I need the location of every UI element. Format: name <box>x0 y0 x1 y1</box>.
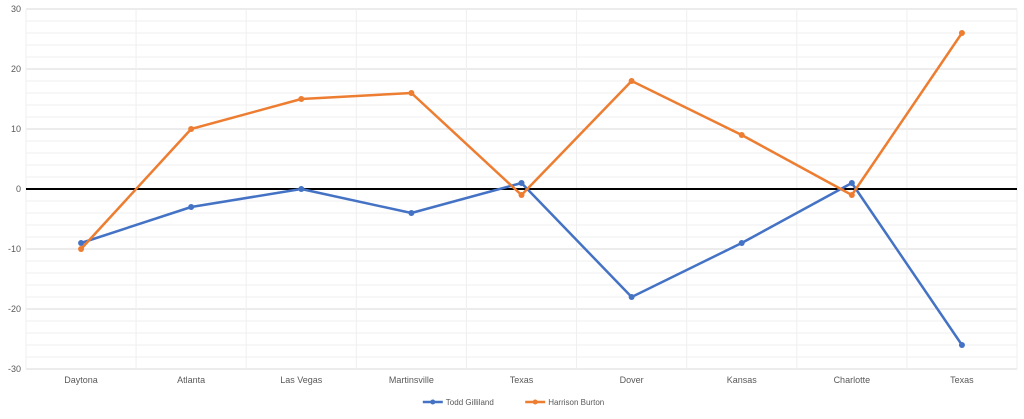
legend-swatch-marker <box>430 399 436 405</box>
legend: Todd Gilliland Harrison Burton <box>422 398 604 407</box>
x-axis-tick-labels: Daytona Atlanta Las Vegas Martinsville Texas… <box>64 375 974 385</box>
data-point <box>408 90 415 96</box>
x-tick-label: Martinsville <box>389 375 434 385</box>
data-point <box>958 30 965 36</box>
grid-lines <box>25 8 1018 370</box>
y-tick-label: -10 <box>8 244 21 254</box>
x-tick-label: Las Vegas <box>280 375 323 385</box>
legend-label: Harrison Burton <box>548 398 604 407</box>
data-point <box>518 180 525 186</box>
x-tick-label: Texas <box>510 375 534 385</box>
legend-item: Todd Gilliland <box>422 398 494 407</box>
legend-label: Todd Gilliland <box>446 398 494 407</box>
data-point <box>738 132 745 138</box>
data-point <box>188 204 195 210</box>
x-tick-label: Texas <box>950 375 974 385</box>
x-tick-label: Atlanta <box>177 375 205 385</box>
data-point <box>518 192 525 198</box>
data-point <box>848 180 855 186</box>
series-group <box>78 30 965 348</box>
y-tick-label: 10 <box>11 124 21 134</box>
data-point <box>298 96 305 102</box>
y-tick-label: -20 <box>8 304 21 314</box>
y-tick-label: 30 <box>11 4 21 14</box>
data-point <box>628 78 635 84</box>
legend-swatch-marker <box>532 399 538 405</box>
series-1 <box>78 30 965 252</box>
data-point <box>78 240 85 246</box>
data-point <box>188 126 195 132</box>
x-tick-label: Charlotte <box>834 375 871 385</box>
data-point <box>298 186 305 192</box>
y-tick-label: -30 <box>8 364 21 374</box>
x-tick-label: Dover <box>620 375 644 385</box>
data-point <box>848 192 855 198</box>
x-tick-label: Daytona <box>64 375 98 385</box>
data-point <box>628 294 635 300</box>
data-point <box>958 342 965 348</box>
data-point <box>78 246 85 252</box>
x-tick-label: Kansas <box>727 375 758 385</box>
y-axis-tick-labels: -30 -20 -10 0 10 20 30 <box>8 4 21 374</box>
data-point <box>408 210 415 216</box>
data-point <box>738 240 745 246</box>
y-tick-label: 20 <box>11 64 21 74</box>
legend-item: Harrison Burton <box>525 398 604 407</box>
series-0 <box>78 180 965 348</box>
y-tick-label: 0 <box>16 184 21 194</box>
